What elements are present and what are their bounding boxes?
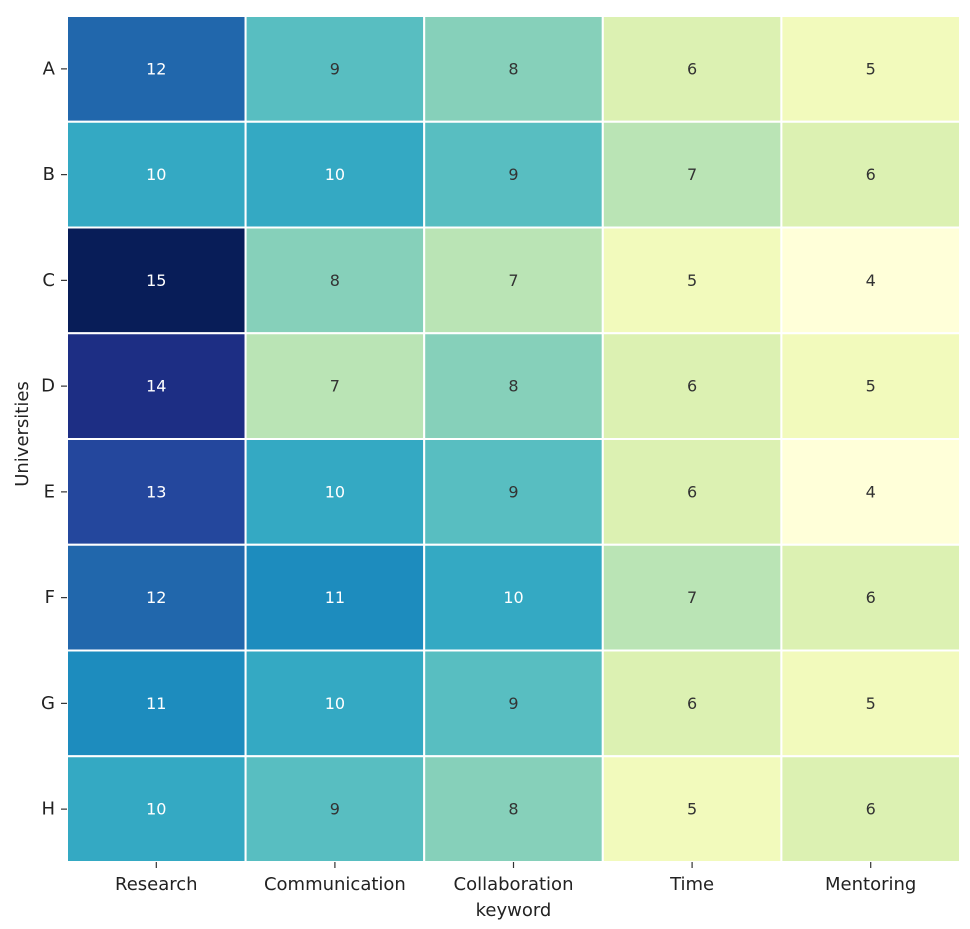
heatmap-cell (601, 543, 783, 652)
y-tick-label: E (44, 481, 55, 502)
heatmap-cell-value: 8 (508, 377, 518, 396)
heatmap-cell (66, 438, 247, 546)
y-tick-label: H (41, 799, 55, 820)
heatmap-cell-value: 6 (866, 165, 876, 184)
heatmap-cell (601, 755, 783, 863)
heatmap-cell-value: 10 (146, 165, 166, 184)
x-tick-label: Collaboration keyword (454, 874, 574, 921)
heatmap-cell (244, 755, 426, 863)
heatmap-cell (66, 755, 247, 863)
heatmap-cell-value: 11 (146, 694, 166, 713)
heatmap-cell (780, 438, 962, 546)
x-tick-label: Time (669, 874, 714, 895)
heatmap-cell-value: 5 (866, 694, 876, 713)
y-axis-title: Universities (12, 381, 33, 487)
heatmap-cell-value: 8 (508, 59, 518, 78)
heatmap-cell-value: 11 (325, 588, 345, 607)
heatmap-cell (423, 332, 604, 440)
heatmap-cell (244, 226, 426, 335)
heatmap-cell-value: 4 (866, 271, 876, 290)
heatmap-cell-value: 6 (866, 588, 876, 607)
heatmap-cell-value: 7 (330, 377, 340, 396)
heatmap-cell-value: 4 (866, 482, 876, 501)
heatmap-cell (780, 543, 962, 652)
heatmap-cell (423, 120, 604, 229)
heatmap-cell-value: 8 (330, 271, 340, 290)
heatmap-cell (66, 649, 247, 758)
heatmap-cell (780, 120, 962, 229)
heatmap-cell-value: 7 (687, 165, 697, 184)
heatmap-cell (244, 332, 426, 440)
heatmap-cell (423, 15, 604, 123)
heatmap-cell-value: 5 (866, 59, 876, 78)
heatmap-cell-value: 12 (146, 588, 166, 607)
x-tick-label: Mentoring (825, 874, 916, 895)
heatmap-cell-value: 9 (508, 694, 518, 713)
heatmap-cell (601, 226, 783, 335)
y-tick-label: G (41, 693, 55, 714)
y-tick-label: F (45, 587, 55, 608)
heatmap-cell (66, 120, 247, 229)
y-axis: A B C D E F G H (41, 58, 67, 820)
heatmap-cell (423, 755, 604, 863)
heatmap-cell-value: 14 (146, 377, 166, 396)
heatmap-cell (601, 15, 783, 123)
heatmap-cell (780, 226, 962, 335)
x-axis: Research Communication Collaboration keywor… (115, 862, 916, 921)
heatmap-cell-labels: 12 9 8 6 5 10 10 9 7 6 15 8 7 5 4 14 7 8 6 5 13 10 9 6 4 12 11 10 7 6… (146, 59, 876, 818)
heatmap-cell (780, 332, 962, 440)
x-tick-label: Communication (264, 874, 406, 895)
heatmap-cell-value: 6 (687, 694, 697, 713)
heatmap-cell-value: 12 (146, 59, 166, 78)
heatmap-cell (423, 543, 604, 652)
y-tick-label: C (42, 270, 55, 291)
heatmap-cell (423, 438, 604, 546)
heatmap-cell-value: 13 (146, 482, 166, 501)
heatmap-cell-value: 10 (325, 482, 345, 501)
heatmap-cell-value: 9 (508, 482, 518, 501)
heatmap-cell-value: 5 (866, 377, 876, 396)
heatmap-cell (244, 438, 426, 546)
heatmap-cell-value: 10 (325, 165, 345, 184)
y-tick-label: A (43, 58, 56, 79)
heatmap-cell-value: 9 (330, 59, 340, 78)
heatmap-cell-value: 9 (330, 800, 340, 819)
heatmap-cell-value: 6 (687, 482, 697, 501)
heatmap-cell (601, 332, 783, 440)
heatmap-cell-value: 10 (503, 588, 523, 607)
heatmap-cell-value: 5 (687, 800, 697, 819)
heatmap-cell-value: 6 (687, 59, 697, 78)
heatmap-cell-value: 9 (508, 165, 518, 184)
heatmap-cell-value: 7 (687, 588, 697, 607)
heatmap-cell-value: 7 (508, 271, 518, 290)
heatmap-cell-value: 5 (687, 271, 697, 290)
heatmap-cell (780, 755, 962, 863)
heatmap-cell-value: 10 (325, 694, 345, 713)
heatmap-cell-value: 10 (146, 800, 166, 819)
heatmap-cell-value: 8 (508, 800, 518, 819)
heatmap-cell-value: 6 (866, 800, 876, 819)
heatmap-cell (244, 543, 426, 652)
heatmap-cell (66, 15, 247, 123)
y-tick-label: D (41, 376, 55, 397)
y-tick-label: B (43, 164, 55, 185)
heatmap-cells (66, 15, 962, 863)
x-tick-label: Research (115, 874, 198, 895)
heatmap-cell-value: 6 (687, 377, 697, 396)
heatmap-cell-value: 15 (146, 271, 166, 290)
heatmap-cell (244, 15, 426, 123)
